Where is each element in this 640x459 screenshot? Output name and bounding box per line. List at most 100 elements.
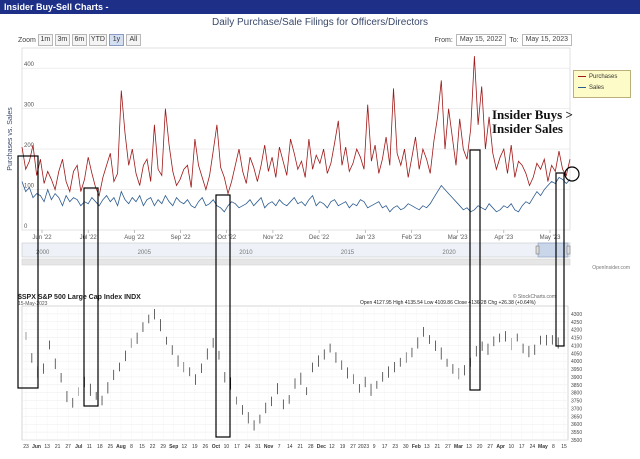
from-date-input[interactable]: May 15, 2022 bbox=[455, 34, 507, 46]
navigator-tick-2: 2010 bbox=[239, 250, 253, 256]
x-tick-label-4: Oct '22 bbox=[217, 235, 236, 241]
annotation-box-2 bbox=[215, 194, 231, 438]
annotation-box-3 bbox=[469, 149, 481, 391]
spx-x-tick-16: 19 bbox=[192, 444, 198, 450]
spx-x-tick-28: Dec bbox=[317, 444, 326, 450]
spx-x-tick-1: Jun bbox=[32, 444, 41, 450]
series-line-sales bbox=[21, 176, 571, 213]
to-label: To: bbox=[509, 36, 519, 44]
spx-y-tick-12: 4100 bbox=[571, 343, 582, 349]
spx-y-tick-14: 4200 bbox=[571, 328, 582, 334]
navigator-handle-right bbox=[566, 245, 571, 255]
spx-x-tick-5: Jul bbox=[75, 444, 83, 450]
spx-date: 15-May-2023 bbox=[18, 301, 48, 307]
legend: Purchases Sales bbox=[573, 70, 631, 98]
spx-x-tick-29: 12 bbox=[329, 444, 335, 450]
spx-x-tick-13: 29 bbox=[160, 444, 166, 450]
to-date-input[interactable]: May 15, 2023 bbox=[521, 34, 572, 46]
y-tick-label-1: 100 bbox=[24, 184, 35, 190]
annotation-box-4 bbox=[555, 172, 565, 347]
x-tick-label-5: Nov '22 bbox=[263, 235, 284, 241]
spx-x-tick-43: 20 bbox=[477, 444, 483, 450]
spx-y-tick-11: 4050 bbox=[571, 351, 582, 357]
spx-x-tick-39: 21 bbox=[435, 444, 441, 450]
spx-x-tick-32: 2023 bbox=[358, 444, 369, 450]
legend-label-purchases: Purchases bbox=[589, 73, 618, 80]
spx-y-tick-7: 3850 bbox=[571, 383, 582, 389]
spx-x-tick-44: 27 bbox=[487, 444, 493, 450]
date-range: From: May 15, 2022 To: May 15, 2023 bbox=[435, 34, 572, 46]
spx-x-tick-48: 24 bbox=[530, 444, 536, 450]
annotation-box-1 bbox=[83, 187, 99, 407]
spx-y-tick-9: 3950 bbox=[571, 367, 582, 373]
zoom-ytd-button[interactable]: YTD bbox=[88, 34, 107, 46]
spx-x-tick-34: 17 bbox=[382, 444, 388, 450]
spx-y-tick-3: 3650 bbox=[571, 414, 582, 420]
spx-y-tick-2: 3600 bbox=[571, 422, 582, 428]
legend-swatch-purchases bbox=[578, 76, 586, 77]
panel-title: Insider Buy-Sell Charts - bbox=[4, 2, 109, 12]
spx-x-tick-25: 14 bbox=[287, 444, 293, 450]
top-plot-area bbox=[21, 47, 571, 231]
spx-x-tick-26: 21 bbox=[297, 444, 303, 450]
spx-x-tick-4: 27 bbox=[65, 444, 71, 450]
spx-x-tick-22: 31 bbox=[255, 444, 261, 450]
x-tick-label-11: May '23 bbox=[540, 235, 561, 241]
spx-x-tick-35: 23 bbox=[392, 444, 398, 450]
zoom-1y-button[interactable]: 1y bbox=[108, 34, 124, 46]
spx-x-tick-50: 8 bbox=[552, 444, 555, 450]
legend-item-purchases[interactable]: Purchases bbox=[574, 71, 630, 82]
spx-x-tick-17: 26 bbox=[203, 444, 209, 450]
x-tick-label-9: Mar '23 bbox=[448, 235, 468, 241]
spx-y-tick-0: 3500 bbox=[571, 438, 582, 444]
x-tick-label-6: Dec '22 bbox=[309, 235, 330, 241]
zoom-6m-button[interactable]: 6m bbox=[71, 34, 87, 46]
annotation-line-1: Insider Buys > bbox=[492, 107, 573, 122]
legend-swatch-sales bbox=[578, 87, 586, 88]
zoom-3m-button[interactable]: 3m bbox=[54, 34, 70, 46]
spx-x-tick-12: 22 bbox=[150, 444, 156, 450]
spx-x-tick-14: Sep bbox=[169, 444, 178, 450]
zoom-label: Zoom bbox=[18, 36, 36, 44]
spx-y-tick-1: 3550 bbox=[571, 430, 582, 436]
spx-x-tick-45: Apr bbox=[496, 444, 505, 450]
spx-x-tick-41: Mar bbox=[454, 444, 463, 450]
spx-x-tick-23: Nov bbox=[264, 444, 274, 450]
spx-x-tick-38: 13 bbox=[424, 444, 430, 450]
navigator-scrollbar bbox=[21, 258, 571, 266]
zoom-all-button[interactable]: All bbox=[125, 34, 141, 46]
spx-x-tick-47: 17 bbox=[519, 444, 525, 450]
annotation-line-2: Insider Sales bbox=[492, 121, 563, 136]
x-tick-label-0: Jun '22 bbox=[32, 235, 52, 241]
spx-x-tick-37: Feb bbox=[412, 444, 421, 450]
spx-ohlc: Open 4127.95 High 4135.54 Low 4109.86 Cl… bbox=[360, 300, 536, 306]
zoom-1m-button[interactable]: 1m bbox=[37, 34, 53, 46]
from-label: From: bbox=[434, 36, 453, 44]
y-tick-label-3: 300 bbox=[24, 103, 35, 109]
spx-x-tick-46: 10 bbox=[508, 444, 514, 450]
spx-x-tick-49: May bbox=[538, 444, 548, 450]
spx-x-tick-24: 7 bbox=[278, 444, 281, 450]
chart-title: Daily Purchase/Sale Filings for Officers… bbox=[212, 17, 428, 28]
spx-x-tick-21: 24 bbox=[245, 444, 251, 450]
spx-y-tick-5: 3750 bbox=[571, 399, 582, 405]
spx-x-tick-40: 27 bbox=[445, 444, 451, 450]
spx-y-tick-13: 4150 bbox=[571, 336, 582, 342]
spx-x-tick-19: 10 bbox=[224, 444, 230, 450]
spx-x-tick-51: 15 bbox=[561, 444, 567, 450]
x-tick-label-3: Sep '22 bbox=[170, 235, 191, 241]
spx-x-tick-3: 21 bbox=[55, 444, 61, 450]
spx-x-tick-8: 25 bbox=[108, 444, 114, 450]
x-tick-label-2: Aug '22 bbox=[124, 235, 145, 241]
openinsider-credit: OpenInsider.com bbox=[592, 265, 630, 271]
spx-x-tick-0: 23 bbox=[23, 444, 29, 450]
legend-label-sales: Sales bbox=[589, 84, 605, 91]
spx-x-tick-10: 8 bbox=[130, 444, 133, 450]
y-tick-label-4: 400 bbox=[24, 62, 35, 68]
spx-y-tick-15: 4250 bbox=[571, 320, 582, 326]
x-tick-label-10: Apr '23 bbox=[494, 235, 513, 241]
spx-plot-area bbox=[21, 305, 569, 441]
legend-item-sales[interactable]: Sales bbox=[574, 82, 630, 93]
spx-y-tick-10: 4000 bbox=[571, 359, 582, 365]
